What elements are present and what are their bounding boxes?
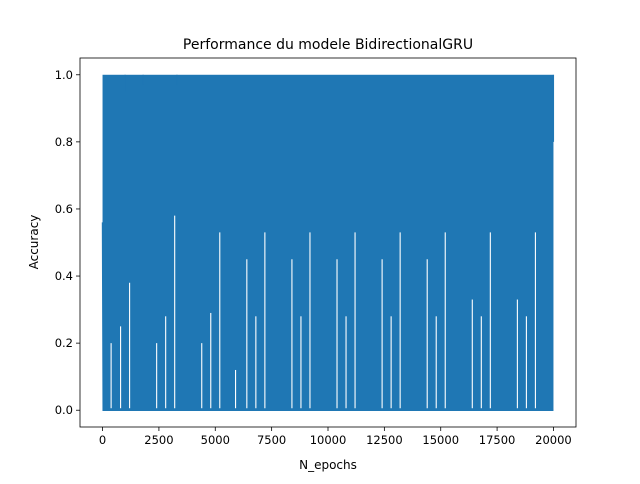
series-layer	[101, 74, 555, 411]
y-tick-label: 0.4	[55, 269, 73, 283]
series-lower-envelope	[101, 222, 554, 411]
y-tick-label: 0.8	[55, 135, 73, 149]
x-tick-label: 20000	[535, 433, 572, 447]
x-tick-label: 0	[99, 433, 106, 447]
x-tick-label: 2500	[144, 433, 173, 447]
x-tick-label: 7500	[257, 433, 286, 447]
x-tick-label: 12500	[366, 433, 403, 447]
x-axis-label: N_epochs	[299, 458, 357, 472]
chart-title: Performance du modele BidirectionalGRU	[183, 37, 473, 53]
y-tick-label: 0.6	[55, 202, 73, 216]
y-axis-label: Accuracy	[27, 215, 41, 270]
y-tick-label: 0.2	[55, 336, 73, 350]
y-ticks: 0.0 0.2 0.4 0.6 0.8 1.0	[55, 68, 80, 417]
x-tick-label: 17500	[479, 433, 516, 447]
x-tick-label: 15000	[422, 433, 459, 447]
y-tick-label: 1.0	[55, 68, 73, 82]
x-tick-label: 5000	[201, 433, 230, 447]
x-ticks: 0 2500 5000 7500 10000 12500 15000 17500 20000	[99, 427, 572, 447]
series-band	[102, 74, 554, 411]
y-tick-label: 0.0	[55, 403, 73, 417]
x-tick-label: 10000	[310, 433, 347, 447]
series-0	[101, 74, 555, 411]
